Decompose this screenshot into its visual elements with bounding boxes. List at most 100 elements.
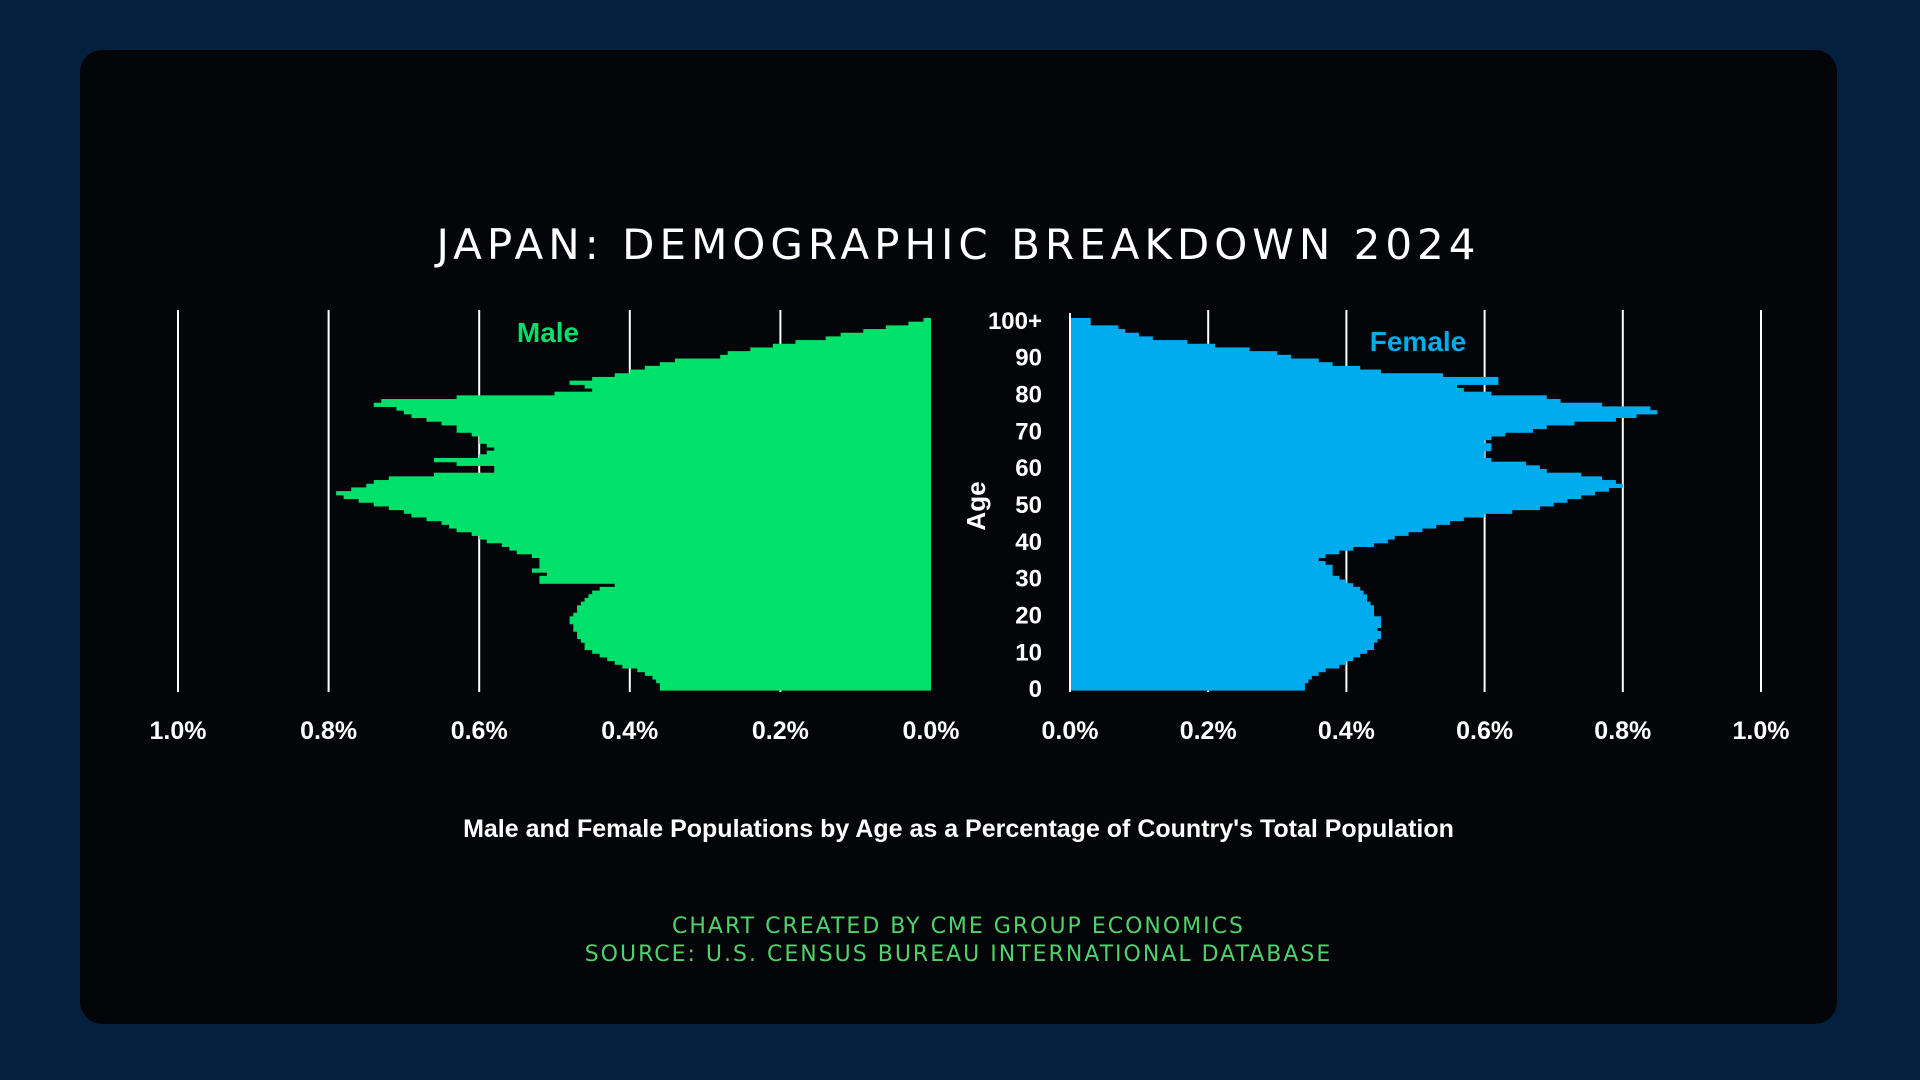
age-tick-label: 70 — [1015, 418, 1042, 445]
female-bar — [1070, 538, 1388, 544]
age-tick-label: 20 — [1015, 602, 1042, 629]
age-tick-label: 10 — [1015, 639, 1042, 666]
female-x-tick-label: 0.2% — [1180, 717, 1237, 745]
female-bar — [1070, 653, 1361, 658]
male-bar — [539, 557, 931, 562]
female-bar — [1070, 527, 1423, 533]
male-bar — [388, 505, 932, 511]
female-bar — [1070, 351, 1278, 356]
male-bar — [577, 608, 931, 614]
source-line: SOURCE: U.S. CENSUS BUREAU INTERNATIONAL… — [584, 942, 1333, 967]
female-bar — [1070, 612, 1375, 617]
male-bar — [471, 531, 931, 536]
female-x-tick-label: 0.6% — [1456, 717, 1513, 745]
female-bar — [1070, 494, 1582, 500]
male-bar — [569, 616, 931, 621]
female-bar — [1070, 535, 1395, 540]
male-bar — [885, 325, 931, 330]
female-bar — [1070, 568, 1333, 573]
male-bar — [456, 527, 931, 533]
male-bar — [592, 590, 931, 595]
female-bar — [1070, 483, 1623, 489]
female-bar — [1070, 406, 1651, 411]
male-bar — [580, 638, 931, 643]
female-x-tick-label: 0.4% — [1318, 717, 1375, 745]
male-bar — [577, 605, 931, 610]
male-bar — [599, 653, 931, 658]
female-bar — [1070, 671, 1319, 676]
male-bar — [471, 432, 931, 437]
female-bar — [1070, 380, 1499, 385]
male-bar — [403, 509, 931, 514]
male-x-tick-label: 0.4% — [601, 717, 658, 745]
credit-line: CHART CREATED BY CME GROUP ECONOMICS — [672, 914, 1245, 939]
male-bar — [592, 649, 931, 654]
male-bar — [772, 343, 931, 349]
male-bar — [539, 575, 931, 581]
female-bar — [1070, 362, 1333, 367]
female-bar — [1070, 428, 1533, 433]
male-bar — [795, 340, 931, 345]
male-bar — [539, 561, 931, 566]
female-bar — [1070, 446, 1492, 452]
male-bar — [358, 498, 932, 503]
population-pyramid-chart: Male Female 0 10 20 30 40 50 60 70 80 90 100+ Age 1.0%… — [150, 308, 1790, 745]
female-bar — [1070, 387, 1464, 393]
male-bar — [509, 546, 931, 551]
male-bar — [479, 454, 931, 459]
male-bar — [366, 483, 931, 489]
male-bar — [614, 583, 931, 588]
female-bar — [1070, 645, 1375, 651]
male-bar — [569, 380, 931, 385]
male-x-tick-label: 0.6% — [451, 717, 508, 745]
female-bar — [1070, 642, 1375, 647]
male-bar — [577, 631, 931, 636]
male-bar — [825, 336, 931, 341]
male-bar — [644, 671, 931, 676]
male-bar — [411, 513, 931, 518]
female-bar — [1070, 597, 1368, 603]
female-bar — [1070, 583, 1354, 588]
female-bar — [1070, 443, 1492, 448]
male-bar — [434, 472, 931, 477]
female-bar — [1070, 410, 1658, 415]
female-bar — [1070, 620, 1381, 625]
female-bar — [1070, 520, 1451, 525]
female-bar — [1070, 321, 1091, 326]
female-bar — [1070, 476, 1603, 481]
male-bar — [411, 413, 931, 419]
female-bar — [1070, 336, 1153, 341]
female-bar — [1070, 469, 1547, 474]
x-axis-label: Male and Female Populations by Age as a … — [463, 815, 1454, 843]
male-bar — [659, 682, 931, 687]
male-bar — [720, 354, 931, 360]
male-bar — [923, 318, 931, 323]
male-bar — [629, 369, 931, 374]
female-bar — [1070, 616, 1381, 621]
male-bar — [441, 421, 931, 426]
male-bar — [486, 538, 931, 544]
female-bar — [1070, 457, 1492, 463]
male-bar — [750, 347, 931, 352]
female-bar — [1070, 572, 1333, 577]
male-bar — [546, 572, 931, 577]
female-bar — [1070, 631, 1381, 636]
female-bar — [1070, 461, 1527, 466]
male-bar — [396, 406, 931, 411]
male-bar — [501, 542, 931, 547]
female-bar — [1070, 424, 1547, 430]
age-tick-label: 0 — [1029, 676, 1042, 703]
female-bar — [1070, 575, 1340, 581]
female-bar — [1070, 332, 1140, 338]
female-x-tick-label: 0.0% — [1042, 717, 1099, 745]
female-bar — [1070, 586, 1361, 592]
male-bar — [569, 620, 931, 625]
male-bar — [531, 553, 931, 559]
male-bar — [373, 502, 931, 507]
female-bar — [1070, 329, 1126, 334]
male-bar — [652, 675, 931, 680]
age-tick-label: 40 — [1015, 529, 1042, 556]
female-bar — [1070, 491, 1596, 496]
male-x-tick-label: 0.2% — [752, 717, 809, 745]
male-bar — [449, 524, 931, 529]
